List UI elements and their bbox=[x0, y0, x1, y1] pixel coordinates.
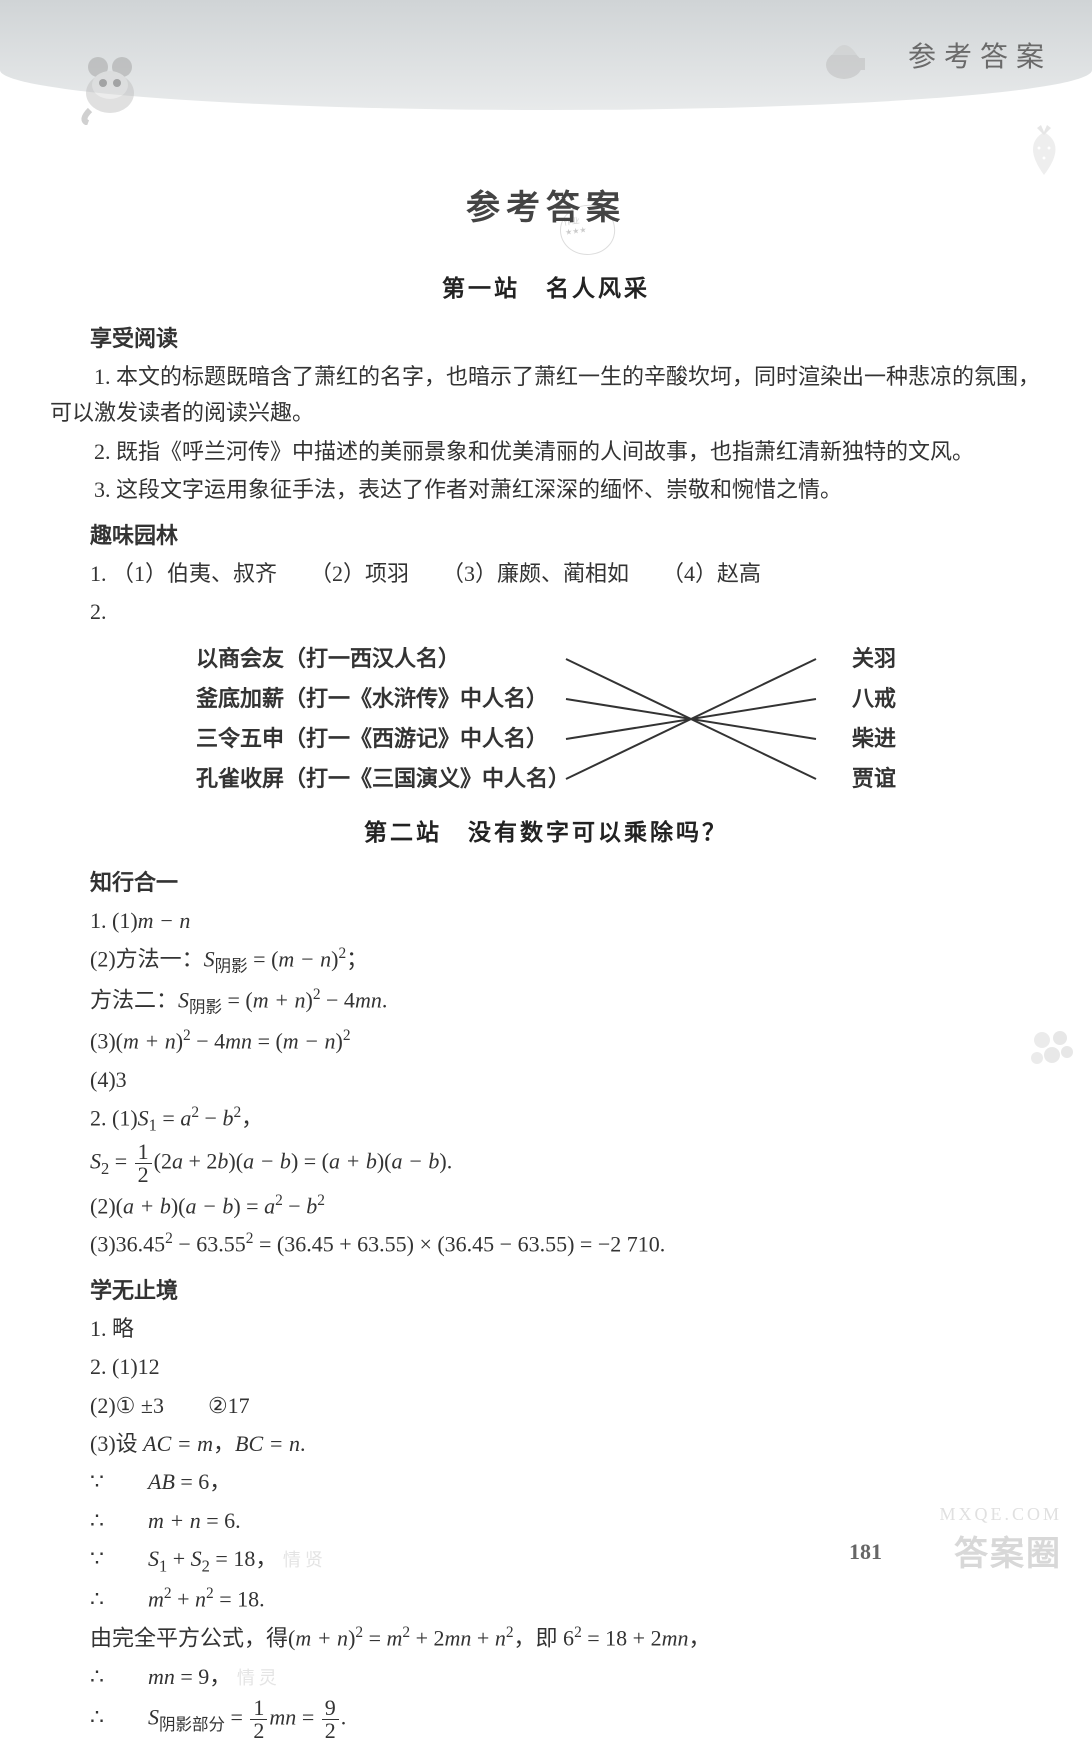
k1-2b: 方法二：S阴影 = (m + n)2 − 4mn. bbox=[90, 982, 1042, 1021]
match-left-0: 以商会友（打一西汉人名） bbox=[196, 639, 570, 679]
k2-1b: S2 = 12(2a + 2b)(a − b) = (a + b)(a − b)… bbox=[90, 1141, 1042, 1186]
l2-3g: ∴ S阴影部分 = 12mn = 92. bbox=[90, 1697, 1042, 1742]
learn-section-label: 学无止境 bbox=[90, 1273, 1042, 1305]
match-left-col: 以商会友（打一西汉人名） 釜底加薪（打一《水浒传》中人名） 三令五申（打一《西游… bbox=[196, 639, 570, 799]
k1-3: (3)(m + n)2 − 4mn = (m − n)2 bbox=[90, 1023, 1042, 1060]
reading-item-1: 1. 本文的标题既暗含了萧红的名字，也暗示了萧红一生的辛酸坎坷，同时渲染出一种悲… bbox=[50, 359, 1042, 432]
l1: 1. 略 bbox=[90, 1311, 1042, 1347]
match-left-2: 三令五申（打一《西游记》中人名） bbox=[196, 719, 570, 759]
l2-3c: ∵ S1 + S2 = 18， 情贤 bbox=[90, 1541, 1042, 1580]
match-right-col: 关羽 八戒 柴进 贾谊 bbox=[852, 639, 896, 799]
l2-3b: ∴ m + n = 6. bbox=[90, 1503, 1042, 1539]
strawberry-icon bbox=[1017, 120, 1072, 180]
reading-item-2: 2. 既指《呼兰河传》中描述的美丽景象和优美清丽的人间故事，也指萧红清新独特的文… bbox=[50, 434, 1042, 470]
watermark-mid-2: 情灵 bbox=[237, 1668, 281, 1688]
watermark-url: MXQE.COM bbox=[939, 1504, 1062, 1525]
match-left-1: 釜底加薪（打一《水浒传》中人名） bbox=[196, 679, 570, 719]
page-title: 参考答案 bbox=[50, 180, 1042, 229]
garden-q1: 1. （1）伯夷、叔齐 （2）项羽 （3）廉颇、蔺相如 （4）赵高 bbox=[90, 556, 1042, 592]
header-label: 参考答案 bbox=[908, 35, 1052, 75]
garden-section-label: 趣味园林 bbox=[90, 518, 1042, 550]
k1-4: (4)3 bbox=[90, 1062, 1042, 1098]
l2-3e: 由完全平方公式，得(m + n)2 = m2 + 2mn + n2，即 62 =… bbox=[90, 1620, 1042, 1657]
k1-2: (2)方法一：S阴影 = (m − n)2； bbox=[90, 941, 1042, 980]
know-section-label: 知行合一 bbox=[90, 865, 1042, 897]
l2-2: (2)① ±3 ②17 bbox=[90, 1388, 1042, 1424]
match-right-3: 贾谊 bbox=[852, 759, 896, 799]
l2-3: (3)设 AC = m，BC = n. bbox=[90, 1426, 1042, 1462]
k2-1: 2. (1)S1 = a2 − b2， bbox=[90, 1100, 1042, 1139]
station-1-label: 第一站 名人风采 bbox=[50, 269, 1042, 303]
k2-2: (2)(a + b)(a − b) = a2 − b2 bbox=[90, 1188, 1042, 1225]
jug-icon bbox=[817, 30, 872, 85]
l2-3a: ∵ AB = 6， bbox=[90, 1464, 1042, 1500]
match-right-1: 八戒 bbox=[852, 679, 896, 719]
reading-section-label: 享受阅读 bbox=[90, 321, 1042, 353]
reading-item-3: 3. 这段文字运用象征手法，表达了作者对萧红深深的缅怀、崇敬和惋惜之情。 bbox=[50, 472, 1042, 508]
watermark-mid-1: 情贤 bbox=[283, 1550, 327, 1570]
raccoon-icon bbox=[70, 45, 150, 125]
l2-1: 2. (1)12 bbox=[90, 1349, 1042, 1385]
match-right-0: 关羽 bbox=[852, 639, 896, 679]
station-2-label: 第二站 没有数字可以乘除吗？ bbox=[50, 813, 1042, 847]
garden-q2-label: 2. bbox=[90, 594, 1042, 630]
match-right-2: 柴进 bbox=[852, 719, 896, 759]
k2-3: (3)36.452 − 63.552 = (36.45 + 63.55) × (… bbox=[90, 1226, 1042, 1263]
page-number: 181 bbox=[849, 1539, 882, 1565]
matching-diagram: 以商会友（打一西汉人名） 釜底加薪（打一《水浒传》中人名） 三令五申（打一《西游… bbox=[196, 639, 896, 799]
watermark-brand: 答案圈 bbox=[954, 1526, 1062, 1575]
match-left-3: 孔雀收屏（打一《三国演义》中人名） bbox=[196, 759, 570, 799]
k1-1: 1. (1)m − n bbox=[90, 903, 1042, 939]
l2-3f: ∴ mn = 9， 情灵 bbox=[90, 1659, 1042, 1695]
content: 参考答案 第一站 名人风采 享受阅读 1. 本文的标题既暗含了萧红的名字，也暗示… bbox=[50, 180, 1042, 1744]
